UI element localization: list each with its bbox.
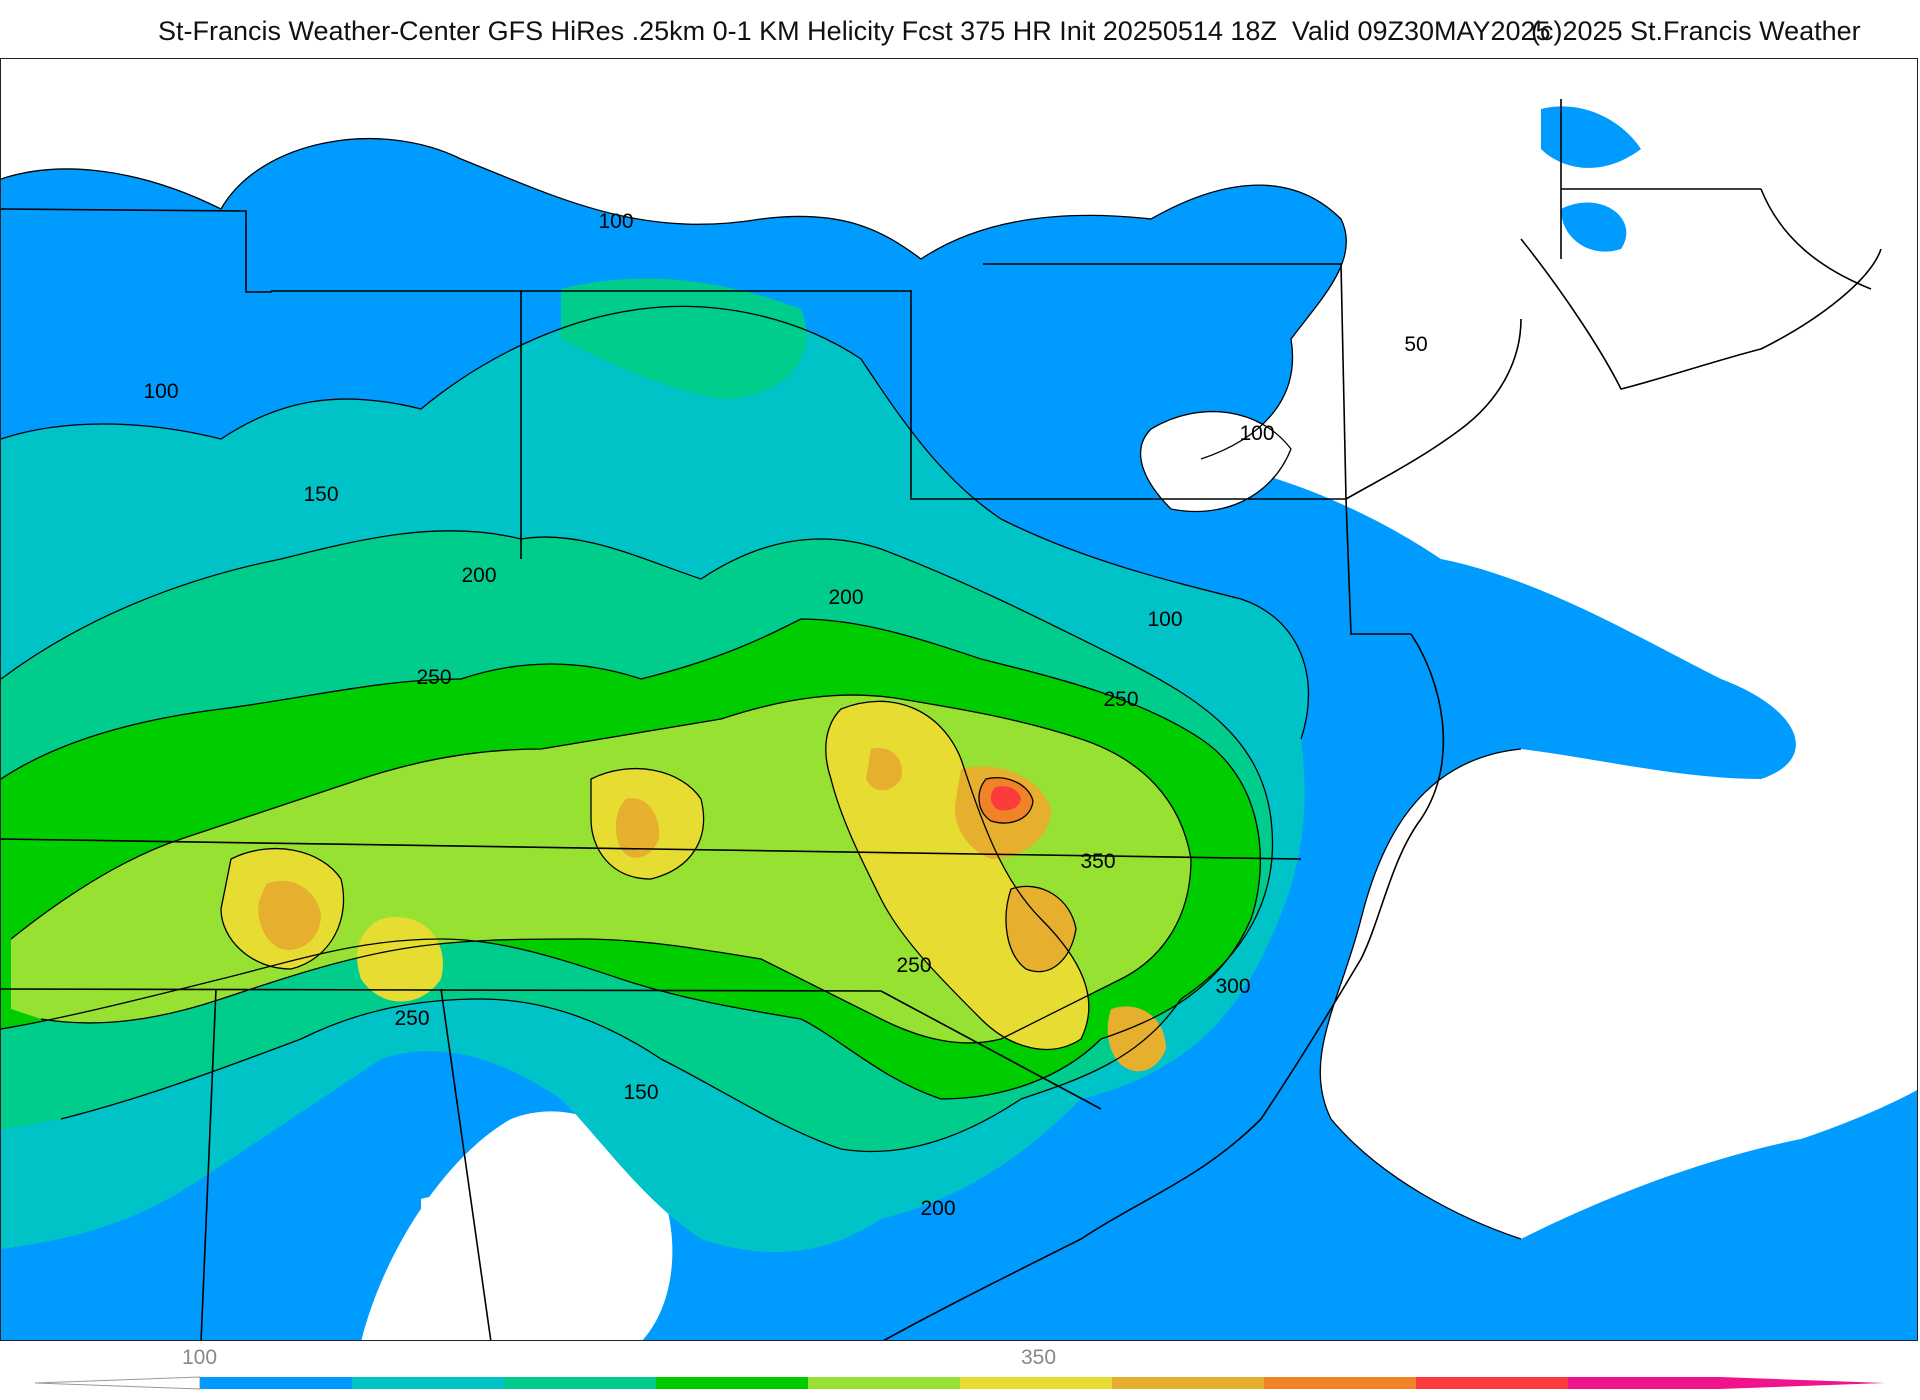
map-title: St-Francis Weather-Center GFS HiRes .25k…: [158, 16, 1551, 46]
copyright-text: (c)2025 St.Francis Weather: [1531, 16, 1861, 46]
contour-label: 250: [896, 954, 931, 977]
colorbar-tick-label: 350: [1021, 1346, 1057, 1369]
colorbar-cell: [808, 1377, 960, 1389]
colorbar-cell: [656, 1377, 808, 1389]
contour-label: 100: [1147, 608, 1182, 631]
colorbar-cell: [1568, 1377, 1720, 1389]
contour-label: 150: [303, 483, 338, 506]
helicity-map: 100 100 150 200 250 200 250 350 250 300 …: [1, 99, 1917, 1340]
colorbar-min-arrow: [34, 1376, 201, 1390]
contour-label: 200: [461, 564, 496, 587]
contour-fill-amber: [258, 880, 321, 950]
colorbar-cell: [1416, 1377, 1568, 1389]
contour-label: 250: [416, 666, 451, 689]
colorbar-cell: [200, 1377, 352, 1389]
contour-label: 150: [623, 1081, 658, 1104]
colorbar-cell: [352, 1377, 504, 1389]
white-gap-ne: [1140, 411, 1291, 512]
contour-label: 250: [1103, 688, 1138, 711]
contour-label: 100: [1239, 422, 1274, 445]
contour-label-group: 100 100 150 200 250 200 250 350 250 300 …: [143, 210, 1427, 1220]
contour-fill-blue-ne: [1541, 106, 1641, 168]
colorbar-tick-label: 100: [182, 1346, 218, 1369]
contour-fill-amber2: [615, 798, 660, 858]
contour-label: 200: [828, 586, 863, 609]
state-borders: [1, 99, 1882, 1340]
contour-fill-blue-ne2: [1561, 202, 1627, 252]
contour-fill-seagreen-n: [561, 278, 807, 399]
title-bar: St-Francis Weather-Center GFS HiRes .25k…: [0, 0, 1920, 58]
colorbar-cell: [1112, 1377, 1264, 1389]
map-panel: 100 100 150 200 250 200 250 350 250 300 …: [0, 58, 1918, 1341]
colorbar-cells: [200, 1377, 1720, 1389]
white-gap-s: [421, 1196, 481, 1289]
contour-label: 50: [1404, 333, 1427, 356]
contour-fill-red: [990, 786, 1021, 811]
contour-fill-yellow4: [357, 917, 443, 1002]
colorbar-cell: [1264, 1377, 1416, 1389]
contour-label: 200: [920, 1197, 955, 1220]
contour-label: 350: [1080, 850, 1115, 873]
contour-label: 300: [1215, 975, 1250, 998]
contour-fill-amber6: [866, 748, 902, 791]
colorbar-max-arrow: [1720, 1377, 1885, 1389]
contour-fill-amber4: [1006, 886, 1076, 972]
colorbar-strip: [34, 1376, 1885, 1390]
colorbar-cell: [960, 1377, 1112, 1389]
contour-label: 250: [394, 1007, 429, 1030]
contour-label: 100: [143, 380, 178, 403]
contour-label: 100: [598, 210, 633, 233]
colorbar: 100 350: [0, 1342, 1920, 1400]
colorbar-cell: [504, 1377, 656, 1389]
